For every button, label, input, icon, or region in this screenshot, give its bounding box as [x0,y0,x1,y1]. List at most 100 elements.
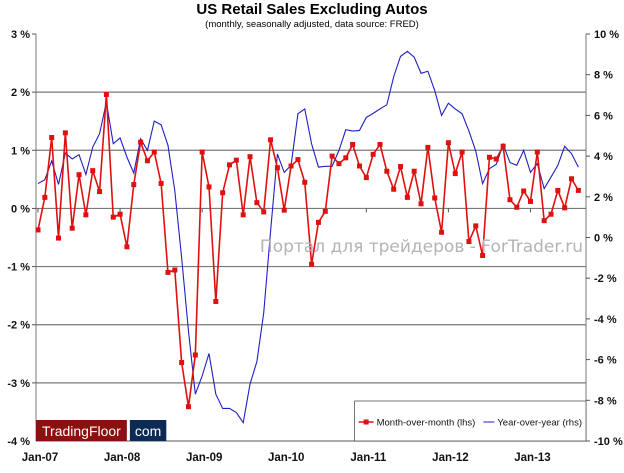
data-point-month-over-month [541,218,547,224]
data-point-month-over-month [384,168,390,174]
legend-marker-mom [363,419,369,425]
logo-dot [127,429,130,432]
data-point-month-over-month [261,209,267,215]
data-point-month-over-month [562,205,568,211]
logo-right-box [129,420,167,441]
x-tick-label: Jan-12 [432,452,468,464]
data-point-month-over-month [302,179,308,185]
series-line-month-over-month [37,94,580,407]
data-point-month-over-month [363,175,369,181]
data-point-month-over-month [548,211,554,217]
data-point-month-over-month [473,223,479,229]
y-left-tick-label: -3 % [7,378,30,390]
data-point-month-over-month [227,162,233,168]
data-point-month-over-month [185,404,191,410]
y-axis-right-ticks: 10 % 8 % 6 % 4 % 2 % 0 % -2 % -4 % -6 % -8 % -10 % [586,29,623,448]
data-point-month-over-month [199,149,205,155]
y-right-tick-label: -6 % [594,355,617,367]
data-point-month-over-month [124,244,130,250]
data-point-month-over-month [49,134,55,140]
data-point-month-over-month [56,235,62,241]
data-point-month-over-month [575,187,581,193]
y-left-tick-label: -4 % [7,436,30,448]
data-point-month-over-month [268,137,274,143]
data-point-month-over-month [404,194,410,200]
data-point-month-over-month [62,130,68,136]
data-point-month-over-month [254,200,260,206]
chart-subtitle: (monthly, seasonally adjusted, data sour… [205,19,419,30]
data-point-month-over-month [295,157,301,163]
data-point-month-over-month [309,261,315,267]
data-point-month-over-month [411,168,417,174]
y-right-tick-label: 0 % [594,233,613,245]
data-point-month-over-month [377,141,383,147]
x-tick-label: Jan-09 [186,452,222,464]
y-right-tick-label: 2 % [594,192,613,204]
data-point-month-over-month [288,163,294,169]
y-right-tick-label: -10 % [594,436,623,448]
y-axis-left-ticks: 3 % 2 % 1 % 0 % -1 % -2 % -3 % -4 % [7,29,30,448]
data-point-month-over-month [425,144,431,150]
legend-label-yoy: Year-over-year (rhs) [497,418,582,429]
data-point-month-over-month [480,253,486,259]
y-right-tick-label: 8 % [594,70,613,82]
data-point-month-over-month [322,208,328,214]
data-point-month-over-month [439,229,445,235]
data-point-month-over-month [240,212,246,218]
data-point-month-over-month [158,180,164,186]
data-point-month-over-month [445,140,451,146]
y-right-tick-label: 4 % [594,151,613,163]
data-point-month-over-month [233,157,239,163]
data-point-month-over-month [343,155,349,161]
chart-title: US Retail Sales Excluding Autos [196,1,428,18]
data-point-month-over-month [315,219,321,225]
data-point-month-over-month [350,141,356,147]
data-point-month-over-month [117,211,123,217]
data-point-month-over-month [466,239,472,245]
y-left-tick-label: -2 % [7,320,30,332]
series [35,50,581,425]
data-point-month-over-month [35,227,41,233]
y-left-tick-label: 2 % [11,87,30,99]
data-point-month-over-month [151,149,157,155]
data-point-month-over-month [192,352,198,358]
data-point-month-over-month [144,158,150,164]
x-tick-label: Jan-07 [22,452,58,464]
data-point-month-over-month [391,186,397,192]
data-point-month-over-month [97,189,103,195]
data-point-month-over-month [507,197,513,203]
data-point-month-over-month [206,184,212,190]
data-point-month-over-month [432,195,438,201]
data-point-month-over-month [500,143,506,149]
data-point-month-over-month [69,225,75,231]
data-point-month-over-month [83,212,89,218]
data-point-month-over-month [274,165,280,171]
y-left-tick-label: 1 % [11,145,30,157]
watermark: Портал для трейдеров - ForTrader.ru [260,237,583,257]
y-right-tick-label: -4 % [594,314,617,326]
logo-text-left: TradingFloor [42,423,121,439]
data-point-month-over-month [213,298,219,304]
data-point-month-over-month [398,164,404,170]
data-point-month-over-month [486,154,492,160]
x-tick-label: Jan-10 [268,452,304,464]
x-tick-label: Jan-11 [350,452,386,464]
x-axis-ticks: Jan-07 Jan-08 Jan-09 Jan-10 Jan-11 Jan-12 Jan-… [22,208,551,464]
data-point-month-over-month [103,91,109,97]
logo-left-box [36,420,127,441]
y-right-tick-label: 10 % [594,29,619,41]
logo-text-right: com [135,423,161,439]
data-point-month-over-month [42,194,48,200]
legend-box [354,400,587,442]
data-point-month-over-month [329,153,335,159]
legend-label-mom: Month-over-month (lhs) [377,418,476,429]
data-point-month-over-month [452,171,458,177]
data-point-month-over-month [569,176,575,182]
y-right-tick-label: -8 % [594,395,617,407]
tradingfloor-logo: TradingFloor com [36,420,167,441]
data-point-month-over-month [534,149,540,155]
data-point-month-over-month [165,269,171,275]
legend: Month-over-month (lhs) Year-over-year (r… [354,400,587,442]
data-point-month-over-month [370,151,376,157]
